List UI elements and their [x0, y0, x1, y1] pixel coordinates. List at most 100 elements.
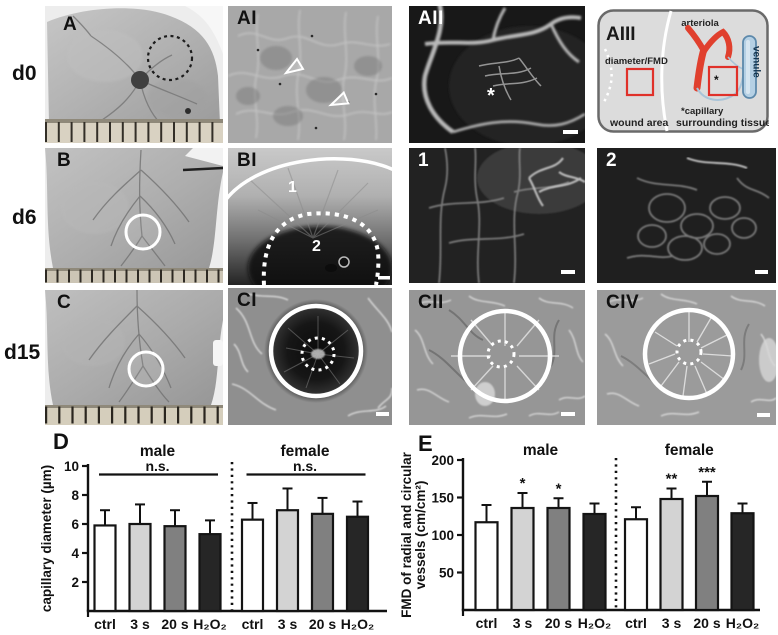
bar-female-3 s: [275, 509, 300, 613]
venule-vessel: [742, 35, 757, 99]
scale-bar: [378, 276, 390, 280]
panel-label-1: 1: [418, 150, 430, 171]
bright-vessels: [528, 157, 585, 207]
x-tick-label: H₂O₂: [578, 615, 611, 631]
panel-CII: CII: [409, 290, 585, 425]
x-tick-label: ctrl: [625, 615, 647, 631]
panel-label-CII: CII: [418, 292, 444, 313]
scale-bar: [755, 270, 768, 274]
panel-label-AIII: AIII: [606, 24, 636, 45]
bar-female-3 s: [659, 497, 684, 612]
x-tick-label: 20 s: [545, 615, 572, 631]
capillary-mesh: [478, 57, 542, 101]
panel-label-AI: AI: [237, 8, 257, 29]
roi-circle: [457, 308, 553, 404]
chart-E: 50 100 150 200 FMD of radial and circularves…: [398, 426, 778, 635]
panel-BI: 1 2 BI: [228, 148, 392, 285]
x-tick-label: 20 s: [693, 615, 720, 631]
x-tick-label: H₂O₂: [341, 616, 374, 632]
bar-male-H₂O₂: [582, 512, 607, 612]
panel-CIV: CIV: [597, 290, 776, 425]
ruler-edge: [45, 119, 223, 123]
roi-circle: [268, 303, 364, 399]
bright-vessel: [686, 157, 748, 169]
venule-highlight: [746, 40, 750, 94]
panel-label-CIV: CIV: [606, 292, 640, 313]
bar-male-3 s: [128, 522, 152, 613]
y-tick-label: 4: [71, 546, 79, 561]
bar-male-ctrl: [474, 521, 499, 612]
x-tick-label: 20 s: [161, 616, 188, 632]
panel-BI-image: 1 2: [228, 148, 392, 285]
dotted-inner-circle: [300, 336, 336, 372]
fmd-box-capillary: [707, 65, 739, 97]
dotted-roi-circle: [146, 34, 194, 82]
panel-AI-image: [228, 6, 392, 143]
panel-label-C: C: [57, 292, 72, 313]
glow: [449, 26, 585, 143]
dotted-inner-circle: [486, 339, 516, 369]
bar-male-3 s: [510, 506, 535, 612]
tissue: [45, 148, 223, 268]
arteriola-vessel: [685, 25, 733, 92]
panel-label-B: B: [57, 150, 72, 171]
arteriola-label: arteriola: [681, 18, 719, 29]
backdrop: [597, 290, 776, 425]
outer-arc-line: [228, 156, 392, 201]
panel-CI: CI: [228, 288, 392, 425]
panel-1: 1: [409, 148, 585, 283]
outer-vessels: [231, 293, 392, 417]
x-tick-label: ctrl: [476, 615, 498, 631]
x-tick-label: H₂O₂: [726, 615, 759, 631]
tissue-mottle: [147, 78, 207, 118]
x-tick-label: ctrl: [242, 616, 264, 632]
bright-vessels: [422, 6, 585, 134]
y-tick-label: 2: [71, 575, 79, 590]
ruler: [45, 268, 223, 283]
wound-center-spot: [311, 349, 325, 359]
ruler-edge: [45, 405, 223, 408]
panel-CII-image: [409, 290, 585, 425]
panel-label-2: 2: [606, 150, 618, 171]
wound-circle: [127, 350, 165, 388]
group-label-male: male: [140, 443, 176, 460]
outer-vessels: [414, 295, 585, 419]
bar-female-20 s: [694, 494, 720, 612]
arrowhead-icon: [283, 57, 305, 75]
panel-B-image: [45, 148, 223, 283]
region1-label: 1: [288, 179, 297, 196]
wound-dark-core: [248, 226, 392, 285]
bar-male-20 s: [546, 506, 571, 612]
row-label-d6: d6: [12, 206, 37, 229]
panel-AIII-schematic: AIII arteriola diameter/FMD venule * *ca…: [597, 9, 769, 133]
scale-bar: [563, 130, 578, 134]
bar-male-20 s: [163, 525, 187, 613]
vessel-loops: [626, 177, 770, 261]
dark-blobs: [236, 46, 382, 126]
capillary-asterisk: *: [487, 85, 495, 107]
y-axis-title: FMD of radial and circularvessels (cm/cm…: [399, 451, 428, 618]
blood-vessels: [92, 149, 190, 267]
dotted-arc-line: [261, 211, 381, 285]
panel-CI-image: [228, 288, 392, 425]
backdrop-notch: [213, 340, 223, 366]
dark-edge-line: [182, 166, 223, 172]
bar-female-20 s: [310, 512, 335, 613]
y-tick-label: 50: [439, 565, 454, 580]
dotted-inner-circle: [675, 338, 703, 366]
wound-boundary-line: [660, 10, 673, 132]
bar-male-ctrl: [93, 524, 117, 613]
significance-stars: *: [520, 475, 526, 492]
y-tick-label: 8: [71, 488, 79, 503]
radial-spokes: [648, 312, 734, 397]
tissue-mottle: [67, 30, 143, 82]
panel-C: C: [45, 290, 223, 425]
x-tick-label: H₂O₂: [193, 616, 226, 632]
surrounding-tissue-label: surrounding tissue: [676, 117, 769, 129]
backdrop: [597, 148, 776, 283]
wound-circle: [124, 213, 162, 251]
row-label-d0: d0: [12, 62, 37, 85]
